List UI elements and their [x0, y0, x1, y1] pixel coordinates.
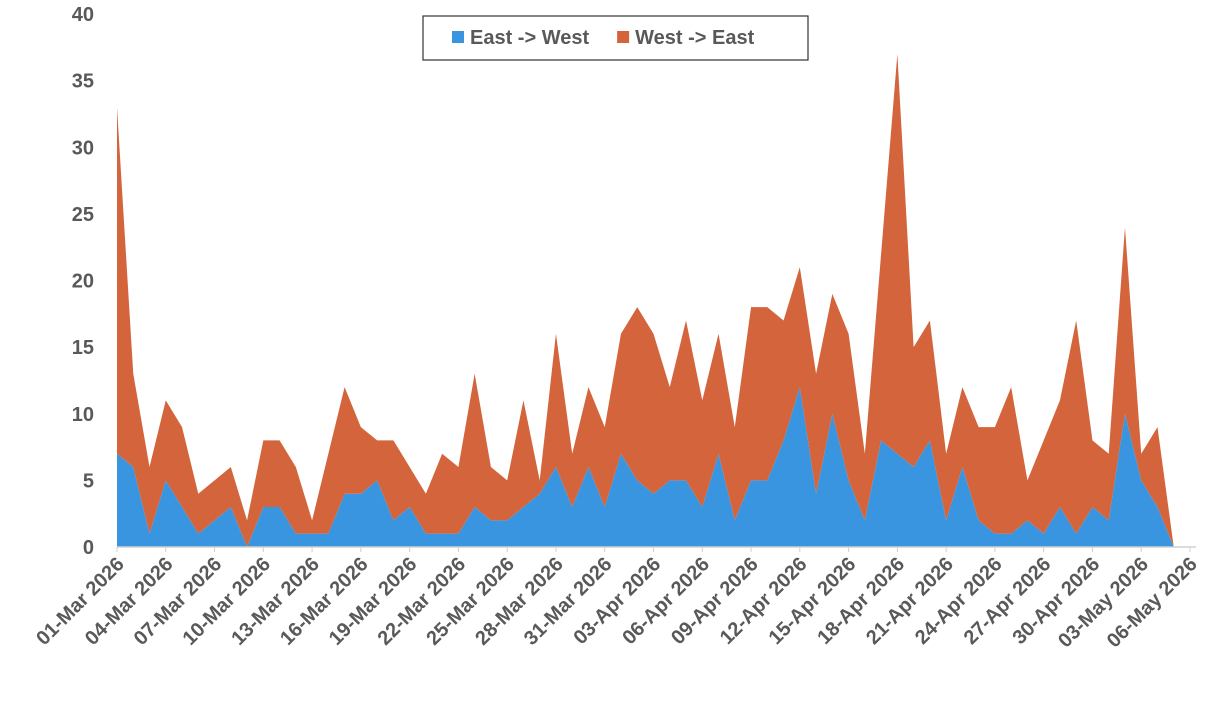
y-tick-label: 10	[72, 404, 94, 426]
y-tick-label: 35	[72, 71, 94, 93]
y-tick-label: 40	[72, 4, 94, 26]
y-tick-label: 25	[72, 204, 94, 226]
y-tick-label: 30	[72, 137, 94, 159]
legend-label: East -> West	[470, 27, 589, 49]
legend-box	[422, 15, 809, 61]
y-tick-label: 0	[83, 537, 94, 559]
legend-swatch	[452, 31, 464, 43]
y-tick-label: 15	[72, 337, 94, 359]
area	[117, 53, 1190, 547]
y-tick-label: 20	[72, 271, 94, 293]
legend: East -> West West -> East	[422, 15, 809, 61]
area	[117, 387, 1190, 547]
y-tick-label: 5	[83, 470, 94, 492]
legend-label: West -> East	[635, 27, 754, 49]
legend-swatch	[617, 31, 630, 43]
